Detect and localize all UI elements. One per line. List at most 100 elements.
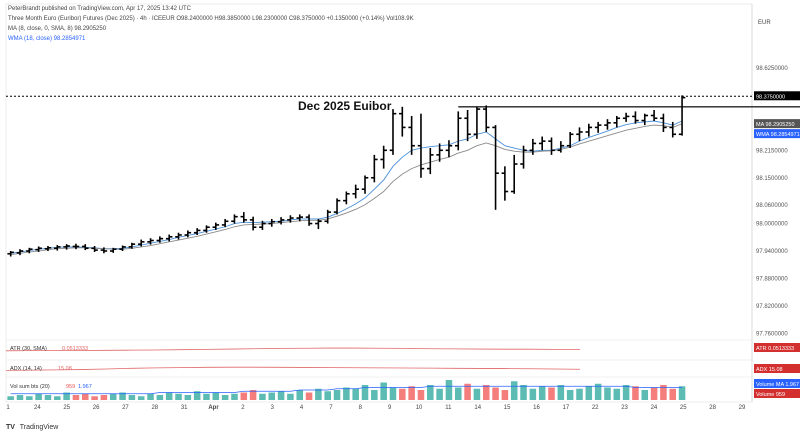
ohlc-bar bbox=[454, 111, 462, 151]
volume-bar bbox=[7, 396, 14, 400]
ohlc-bar bbox=[343, 191, 350, 205]
volume-bar bbox=[165, 392, 173, 400]
volume-bar bbox=[156, 395, 164, 400]
volume-badge-text: Volume 959 bbox=[756, 392, 785, 398]
volume-bar bbox=[510, 381, 518, 400]
volume-bar bbox=[520, 385, 527, 400]
ma-badge-text: MA 98.2905250 bbox=[756, 122, 795, 128]
ohlc-bar bbox=[399, 106, 406, 137]
volume-bar bbox=[137, 396, 145, 400]
ohlc-bar bbox=[585, 123, 593, 137]
volume-bar bbox=[678, 386, 686, 400]
volume-bar bbox=[26, 396, 33, 400]
ohlc-bar bbox=[445, 140, 453, 158]
ohlc-bar bbox=[333, 198, 341, 215]
price-tick-label: 98.6250000 bbox=[756, 66, 788, 72]
ohlc-bar bbox=[277, 217, 285, 225]
price-tick-label: 98.0000000 bbox=[756, 222, 788, 228]
volume-bar bbox=[436, 388, 443, 400]
volume-bar bbox=[454, 387, 462, 400]
volume-bar bbox=[427, 385, 434, 400]
volume-bar bbox=[622, 385, 630, 400]
volume-bar bbox=[221, 395, 229, 400]
time-tick-label: 14 bbox=[474, 405, 481, 411]
ohlc-bar bbox=[296, 214, 304, 222]
ohlc-bar bbox=[147, 238, 154, 245]
volume-badge bbox=[754, 389, 800, 398]
ohlc-bar bbox=[408, 115, 415, 155]
plot-frame bbox=[5, 3, 753, 403]
ohlc-bar bbox=[566, 131, 574, 149]
time-tick-label: 28 bbox=[151, 405, 158, 411]
ohlc-bar bbox=[482, 105, 490, 132]
wma-line bbox=[10, 123, 683, 256]
volume-ma-line bbox=[10, 385, 683, 395]
time-tick-label: 23 bbox=[621, 405, 628, 411]
ohlc-bar bbox=[632, 111, 639, 124]
volume-bar bbox=[492, 387, 499, 400]
time-tick-label: 7 bbox=[329, 405, 333, 411]
time-tick-label: 17 bbox=[562, 405, 569, 411]
ohlc-bar bbox=[576, 127, 583, 142]
volume-bar bbox=[361, 385, 369, 400]
time-tick-label: 24 bbox=[651, 405, 658, 411]
tradingview-logo-icon: TV bbox=[6, 424, 15, 431]
volume-bar bbox=[203, 393, 210, 400]
ohlc-bar bbox=[613, 115, 621, 128]
ohlc-bar bbox=[538, 136, 546, 151]
volume-bar bbox=[417, 390, 425, 400]
volume-bar bbox=[212, 392, 220, 400]
volume-bar bbox=[399, 388, 406, 400]
ohlc-bar bbox=[259, 220, 266, 230]
ohlc-bar bbox=[54, 245, 61, 251]
ohlc-bar bbox=[501, 166, 509, 201]
volume-bar bbox=[538, 386, 546, 400]
volume-bar bbox=[482, 385, 490, 400]
symbol-info-line: Three Month Euro (Euribor) Futures (Dec … bbox=[8, 16, 414, 22]
volume-bar bbox=[147, 393, 154, 400]
ohlc-bar bbox=[380, 145, 387, 169]
ohlc-bar bbox=[100, 247, 108, 254]
adx-line bbox=[5, 366, 581, 371]
volume-bar bbox=[464, 383, 471, 400]
last-price-badge bbox=[754, 91, 800, 101]
atr-legend-value: 0.0513333 bbox=[62, 346, 88, 352]
volume-bar bbox=[277, 391, 285, 400]
price-tick-label: 97.8800000 bbox=[756, 276, 788, 282]
volume-bar bbox=[91, 396, 98, 400]
ohlc-bar bbox=[7, 251, 14, 257]
volume-bar bbox=[175, 393, 182, 400]
volume-bar bbox=[259, 393, 266, 400]
ohlc-bar bbox=[165, 234, 173, 242]
ohlc-bar bbox=[287, 215, 294, 223]
volume-bar bbox=[35, 393, 42, 400]
ohlc-bar bbox=[175, 232, 182, 240]
volume-bar bbox=[54, 396, 61, 400]
ohlc-bar bbox=[305, 214, 313, 226]
ma-indicator-legend[interactable]: MA (8, close, 0, SMA, 8) 98.2905250 bbox=[8, 26, 107, 32]
volume-bar bbox=[389, 387, 397, 400]
volume-bar bbox=[566, 390, 574, 400]
ohlc-bar bbox=[72, 243, 80, 250]
ohlc-bar bbox=[240, 212, 248, 223]
ohlc-bar bbox=[35, 246, 42, 252]
ohlc-bar bbox=[203, 225, 210, 233]
volume-bar bbox=[184, 395, 192, 400]
ohlc-bar bbox=[641, 113, 649, 126]
volume-legend: Vol sum bts (20) bbox=[10, 384, 50, 390]
volume-bar bbox=[594, 383, 602, 400]
volume-bar bbox=[63, 392, 70, 400]
price-tick-label: 98.0600000 bbox=[756, 203, 788, 209]
volume-bar bbox=[371, 390, 378, 400]
time-tick-label: 24 bbox=[34, 405, 41, 411]
volume-bar bbox=[585, 386, 593, 400]
adx-badge-text: ADX 15.08 bbox=[756, 367, 783, 373]
wma-indicator-legend[interactable]: WMA (18, close) 98.2854971 bbox=[8, 36, 86, 42]
ohlc-bar bbox=[26, 247, 33, 254]
ohlc-bar bbox=[427, 148, 434, 175]
ohlc-bar bbox=[44, 245, 52, 252]
volume-bar bbox=[529, 388, 537, 400]
adx-legend: ADX (14, 14) bbox=[10, 366, 42, 372]
ohlc-bar bbox=[156, 236, 164, 243]
